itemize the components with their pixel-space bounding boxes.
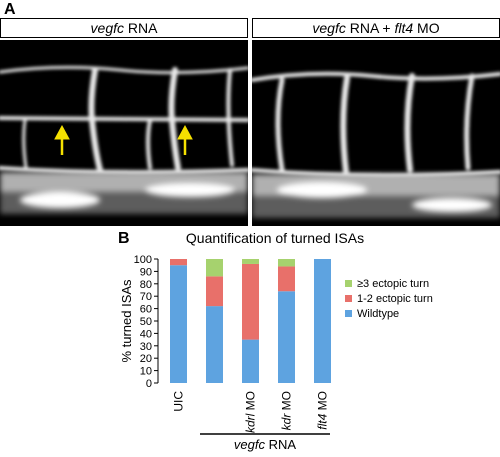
- bar-segment: [242, 259, 259, 264]
- arrow-icon: [54, 124, 193, 155]
- y-tick-label: 40: [140, 328, 152, 340]
- bar-segment: [242, 263, 259, 340]
- y-tick-label: 60: [140, 304, 152, 316]
- left-title-rest: RNA: [124, 20, 158, 36]
- legend-label: 1-2 ectopic turn: [357, 293, 433, 305]
- y-tick-label: 50: [140, 316, 152, 328]
- group-label: vegfc RNA: [234, 437, 296, 452]
- y-tick-label: 0: [146, 378, 152, 390]
- bar-segment: [206, 276, 223, 307]
- chart-title: Quantification of turned ISAs: [185, 230, 365, 246]
- bar-segment: [278, 259, 295, 267]
- legend-swatch: [345, 295, 352, 302]
- x-tick-label: flt4 MO: [316, 391, 330, 430]
- bar-segment: [206, 259, 223, 277]
- legend-label: ≥3 ectopic turn: [357, 278, 429, 290]
- bar-segment: [314, 259, 331, 383]
- x-tick-label: kdr MO: [280, 391, 294, 430]
- bar-segment: [170, 265, 187, 383]
- right-image-title: vegfc RNA + flt4 MO: [252, 18, 500, 38]
- right-title-italic-1: vegfc: [312, 20, 346, 36]
- y-axis-label: % turned ISAs: [119, 279, 134, 363]
- x-tick-label: kdrl MO: [244, 391, 258, 433]
- micrograph-right: [252, 40, 500, 226]
- left-title-italic: vegfc: [90, 20, 124, 36]
- y-tick-label: 30: [140, 341, 152, 353]
- micrograph-left: [0, 40, 248, 226]
- bar-segment: [206, 306, 223, 383]
- legend-label: Wildtype: [357, 308, 399, 320]
- y-tick-label: 10: [140, 366, 152, 378]
- bar-segment: [278, 266, 295, 292]
- right-title-rest-2: MO: [413, 20, 440, 36]
- panel-letter-a: A: [4, 1, 16, 18]
- x-tick-label: UIC: [172, 391, 186, 412]
- legend-swatch: [345, 310, 352, 317]
- left-image-title: vegfc RNA: [0, 18, 248, 38]
- right-title-italic-2: flt4: [394, 20, 414, 36]
- legend-swatch: [345, 280, 352, 287]
- y-tick-label: 100: [134, 254, 152, 266]
- y-tick-label: 70: [140, 291, 152, 303]
- y-tick-label: 80: [140, 279, 152, 291]
- right-title-rest-1: RNA +: [345, 20, 395, 36]
- y-tick-label: 90: [140, 266, 152, 278]
- y-tick-label: 20: [140, 353, 152, 365]
- bar-segment: [278, 291, 295, 383]
- bar-segment: [242, 339, 259, 383]
- panel-letter-b: B: [118, 230, 130, 247]
- bar-segment: [170, 259, 187, 266]
